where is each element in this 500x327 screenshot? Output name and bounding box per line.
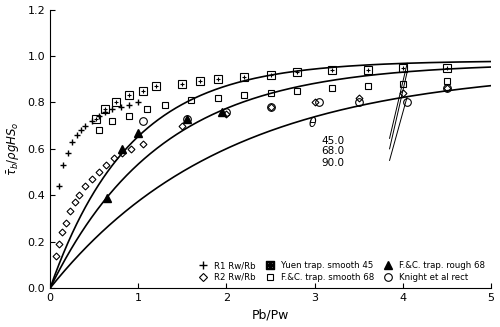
- Text: $\theta$: $\theta$: [308, 116, 317, 130]
- Text: 68.0: 68.0: [322, 146, 345, 156]
- X-axis label: Pb/Pw: Pb/Pw: [252, 308, 289, 321]
- Y-axis label: $\bar{\tau}_b / \rho g H S_o$: $\bar{\tau}_b / \rho g H S_o$: [6, 122, 22, 176]
- Legend: R1 Rw/Rb, R2 Rw/Rb, Yuen trap. smooth 45, F.&C. trap. smooth 68, F.&C. trap. rou: R1 Rw/Rb, R2 Rw/Rb, Yuen trap. smooth 45…: [192, 260, 486, 284]
- Text: 45.0: 45.0: [322, 136, 345, 146]
- Text: 90.0: 90.0: [322, 158, 344, 168]
